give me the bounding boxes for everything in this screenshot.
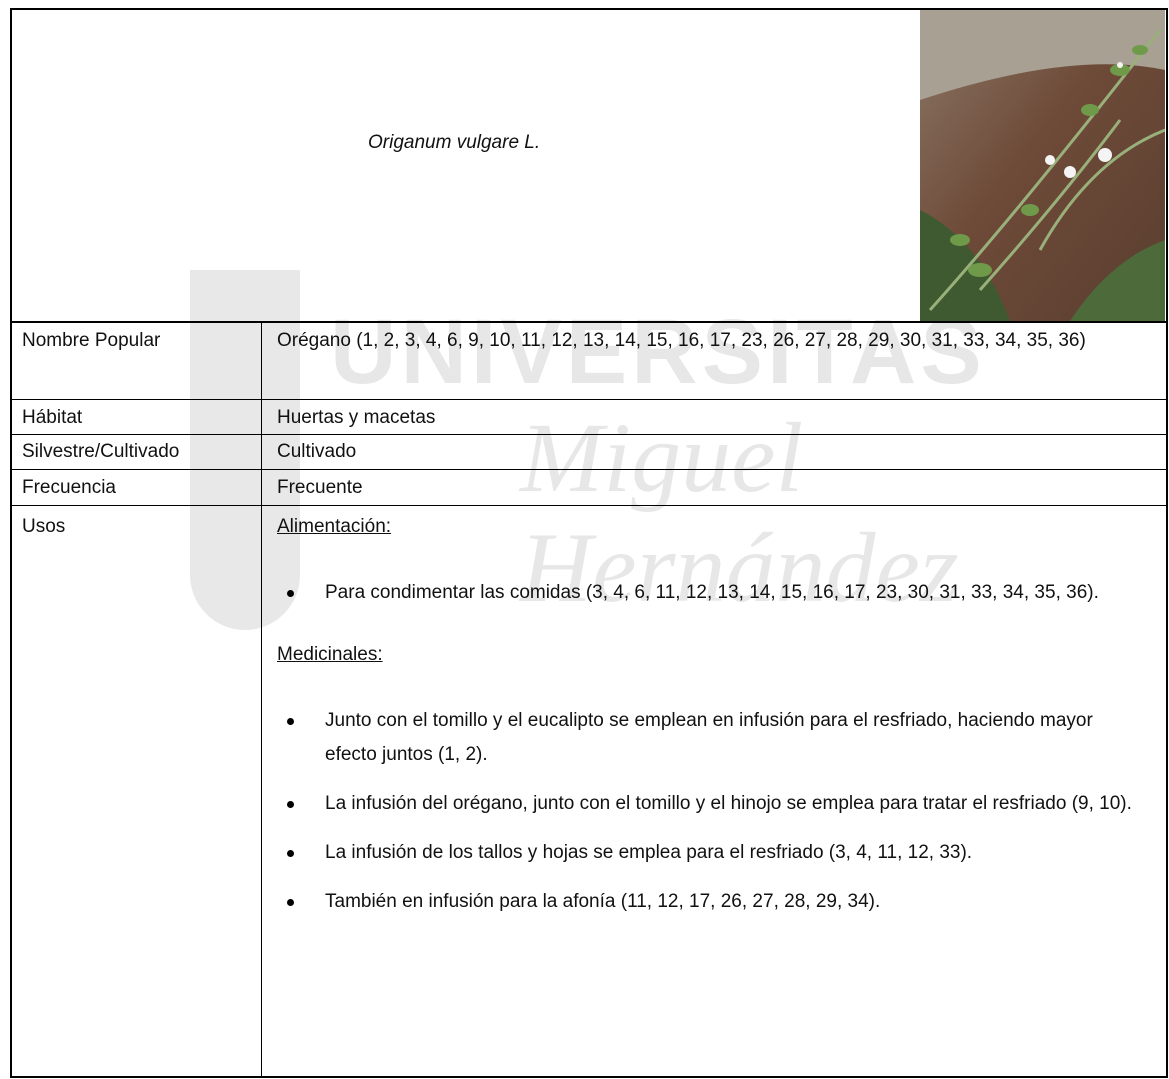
row-label: Silvestre/Cultivado [22, 441, 180, 462]
bullet-item: También en infusión para la afonía (11, … [277, 885, 1137, 919]
uses-section: Medicinales: Junto con el tomillo y el eu… [277, 638, 1137, 919]
border [261, 322, 262, 1078]
bullet-list: Para condimentar las comidas (3, 4, 6, 1… [277, 576, 1137, 610]
row-value: Frecuente [277, 477, 363, 498]
border [10, 399, 1168, 400]
bullet-item: Para condimentar las comidas (3, 4, 6, 1… [277, 576, 1137, 610]
border [10, 321, 1168, 323]
section-heading: Alimentación: [277, 516, 392, 537]
bullet-item: La infusión de los tallos y hojas se emp… [277, 836, 1137, 870]
border [10, 1076, 1168, 1078]
border [10, 8, 1168, 10]
watermark: UNIVERSITAS [330, 301, 986, 403]
row-label: Frecuencia [22, 477, 116, 498]
row-value: Huertas y macetas [277, 407, 436, 428]
border [10, 434, 1168, 435]
uses-section: Alimentación: Para condimentar las comida… [277, 510, 1137, 610]
row-label: Hábitat [22, 407, 83, 428]
border [10, 8, 12, 1078]
bullet-list: Junto con el tomillo y el eucalipto se e… [277, 704, 1137, 919]
species-title: Origanum vulgare L. [368, 132, 541, 153]
bullet-item: La infusión del orégano, junto con el to… [277, 787, 1137, 821]
row-label: Nombre Popular [22, 330, 161, 351]
row-value: Cultivado [277, 441, 357, 462]
border [10, 505, 1168, 506]
watermark: Miguel [520, 402, 804, 513]
watermark-shield [190, 270, 300, 630]
bullet-item: Junto con el tomillo y el eucalipto se e… [277, 704, 1137, 772]
row-value: Orégano (1, 2, 3, 4, 6, 9, 10, 11, 12, 1… [277, 330, 1086, 351]
border [1166, 8, 1168, 1078]
plant-photo [920, 10, 1165, 321]
uses-content: Alimentación: Para condimentar las comida… [277, 510, 1137, 947]
section-heading: Medicinales: [277, 644, 383, 665]
row-label: Usos [22, 516, 66, 537]
watermark: Hernández [520, 512, 959, 623]
border [10, 469, 1168, 470]
